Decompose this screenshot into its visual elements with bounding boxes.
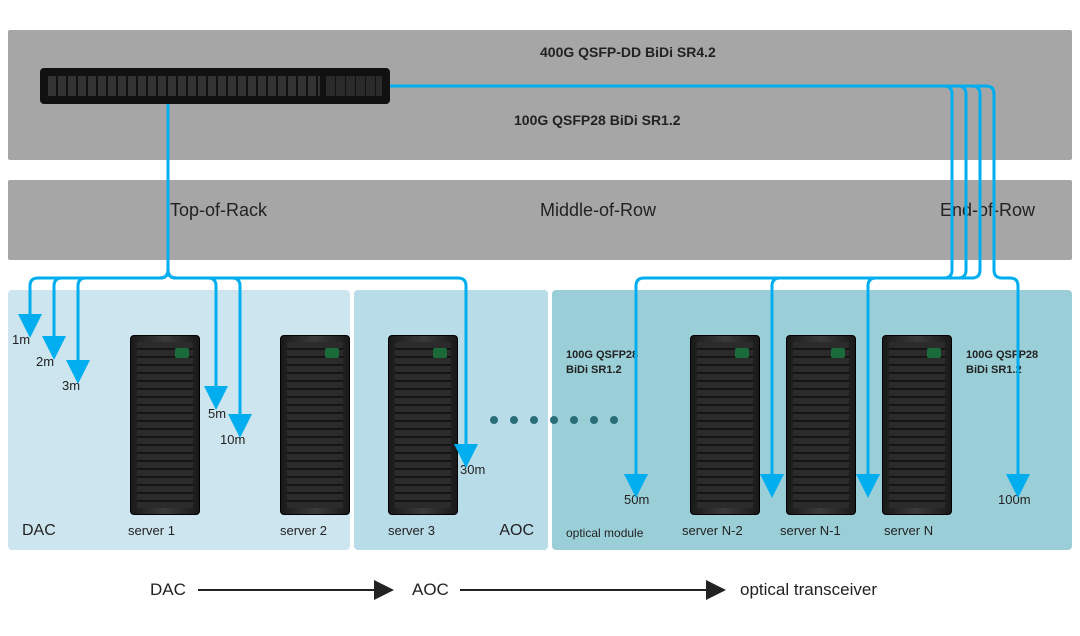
cable-label-400g: 400G QSFP-DD BiDi SR4.2 <box>540 44 716 60</box>
bottom-opt: optical transceiver <box>740 580 877 600</box>
rack-server-n2 <box>690 335 760 515</box>
dist-10m: 10m <box>220 432 245 447</box>
server-3-label: server 3 <box>388 523 435 538</box>
dist-3m: 3m <box>62 378 80 393</box>
zone-opt-label: optical module <box>566 526 643 540</box>
dist-50m: 50m <box>624 492 649 507</box>
rack-server-1 <box>130 335 200 515</box>
dist-2m: 2m <box>36 354 54 369</box>
tor-label: Top-of-Rack <box>170 200 267 221</box>
mor-label: Middle-of-Row <box>540 200 656 221</box>
dist-30m: 30m <box>460 462 485 477</box>
rack-server-n <box>882 335 952 515</box>
dist-5m: 5m <box>208 406 226 421</box>
dist-1m: 1m <box>12 332 30 347</box>
server-n-label: server N <box>884 523 933 538</box>
rack-server-2 <box>280 335 350 515</box>
bottom-dac: DAC <box>150 580 186 600</box>
zone-aoc-label: AOC <box>499 522 534 540</box>
server-1-label: server 1 <box>128 523 175 538</box>
rack-server-3 <box>388 335 458 515</box>
opt-label-right: 100G QSFP28 BiDi SR1.2 <box>966 348 1038 379</box>
switch-icon <box>40 68 390 104</box>
dist-100m: 100m <box>998 492 1031 507</box>
zone-dac-label: DAC <box>22 522 56 540</box>
rack-server-n1 <box>786 335 856 515</box>
cable-label-100g: 100G QSFP28 BiDi SR1.2 <box>514 112 681 128</box>
opt-label-left: 100G QSFP28 BiDi SR1.2 <box>566 348 638 379</box>
server-2-label: server 2 <box>280 523 327 538</box>
server-n1-label: server N-1 <box>780 523 841 538</box>
eor-label: End-of-Row <box>940 200 1035 221</box>
bottom-aoc: AOC <box>412 580 449 600</box>
server-n2-label: server N-2 <box>682 523 743 538</box>
